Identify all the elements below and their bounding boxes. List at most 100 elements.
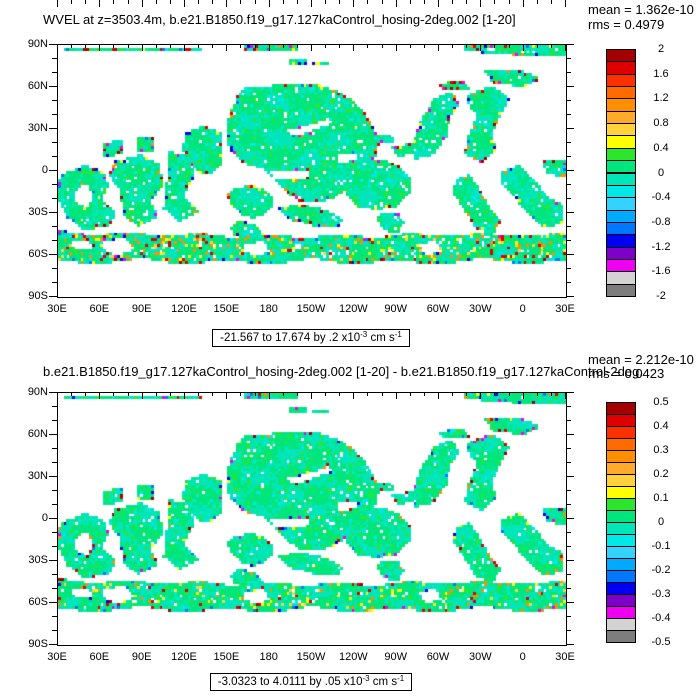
x-axis-tick bbox=[212, 0, 213, 4]
caption-superscript: -3 bbox=[360, 330, 368, 339]
x-tick-label: 150E bbox=[213, 303, 240, 315]
colorbar-tick-label: -0.8 bbox=[651, 215, 671, 228]
y-axis-tick bbox=[52, 72, 57, 73]
x-axis-tick-top bbox=[480, 45, 481, 51]
x-tick-label: 90W bbox=[384, 651, 407, 663]
colorbar-tick-label: -0.4 bbox=[651, 612, 671, 624]
colorbar-tick-label: 1.2 bbox=[653, 92, 669, 105]
x-axis-tick-top bbox=[297, 393, 298, 396]
x-axis-tick-top bbox=[339, 393, 340, 396]
y-axis-tick bbox=[52, 198, 57, 199]
x-axis-tick-top bbox=[255, 393, 256, 396]
x-axis-tick-top bbox=[509, 393, 510, 396]
x-axis-tick bbox=[466, 0, 467, 4]
x-tick-label: 30E bbox=[47, 651, 67, 663]
y-axis-tick bbox=[49, 212, 57, 213]
y-axis-tick bbox=[49, 560, 57, 561]
x-axis-tick bbox=[438, 0, 439, 7]
y-axis-tick bbox=[52, 448, 57, 449]
x-axis-tick bbox=[113, 0, 114, 4]
x-axis-tick-top bbox=[57, 45, 58, 51]
y-tick-label: 0 bbox=[41, 512, 48, 524]
panel-top-rms: rms = 0.4979 bbox=[588, 17, 665, 32]
x-tick-label: 60E bbox=[89, 651, 110, 663]
y-axis-tick-right bbox=[566, 630, 571, 631]
x-axis-tick-top bbox=[367, 45, 368, 48]
x-axis-tick-top bbox=[142, 393, 143, 399]
x-axis-tick-top bbox=[438, 45, 439, 51]
y-axis-tick bbox=[52, 588, 57, 589]
colorbar-segment bbox=[606, 234, 636, 248]
y-tick-label: 0 bbox=[41, 164, 48, 176]
y-axis-tick-right bbox=[566, 490, 571, 491]
y-axis-tick bbox=[52, 574, 57, 575]
y-axis-tick bbox=[49, 170, 57, 171]
x-axis-tick-top bbox=[353, 393, 354, 399]
y-axis-tick-right bbox=[566, 644, 574, 645]
y-axis-tick bbox=[49, 476, 57, 477]
map-frame-bottom bbox=[57, 392, 567, 646]
colorbar-tick-label: 0.4 bbox=[653, 420, 669, 432]
x-tick-label: 60W bbox=[426, 651, 450, 663]
colorbar-segment bbox=[606, 98, 636, 112]
colorbar-tick-label: 0.2 bbox=[653, 468, 669, 480]
y-axis-tick bbox=[52, 546, 57, 547]
x-axis-tick bbox=[128, 0, 129, 4]
y-axis-tick-right bbox=[566, 170, 574, 171]
x-tick-label: 120E bbox=[171, 651, 197, 663]
x-axis-tick-top bbox=[184, 45, 185, 51]
x-axis-tick-top bbox=[311, 45, 312, 51]
y-axis-tick bbox=[49, 392, 57, 393]
colorbar-segment bbox=[606, 73, 636, 88]
x-axis-tick bbox=[269, 0, 270, 7]
x-axis-tick bbox=[452, 0, 453, 4]
y-axis-tick bbox=[49, 518, 57, 519]
colorbar-segment bbox=[606, 271, 636, 285]
x-axis-tick bbox=[297, 0, 298, 4]
y-axis-tick bbox=[52, 268, 57, 269]
x-axis-tick-top bbox=[170, 393, 171, 396]
y-axis-tick-right bbox=[566, 616, 571, 617]
panel-top-mean: mean = 1.362e-10 bbox=[588, 2, 694, 17]
y-axis-tick bbox=[49, 86, 57, 87]
colorbar-segment bbox=[606, 147, 636, 162]
colorbar-tick-label: 0.4 bbox=[653, 141, 669, 154]
colorbar-tick-label: -1.6 bbox=[651, 265, 671, 278]
y-axis-tick bbox=[52, 616, 57, 617]
y-axis-tick-right bbox=[566, 420, 571, 421]
map-canvas-bottom bbox=[58, 393, 566, 645]
y-axis-tick-right bbox=[566, 156, 571, 157]
x-axis-tick bbox=[311, 0, 312, 7]
x-tick-label: 120E bbox=[171, 303, 197, 315]
y-axis-tick bbox=[52, 58, 57, 59]
colorbar-tick-label: -0.1 bbox=[651, 540, 671, 552]
x-axis-tick bbox=[509, 0, 510, 4]
x-axis-tick bbox=[565, 0, 566, 7]
x-axis-tick-top bbox=[85, 393, 86, 396]
x-axis-tick bbox=[339, 0, 340, 4]
x-tick-label: 30E bbox=[47, 303, 67, 315]
x-axis-tick-top bbox=[494, 393, 495, 396]
x-axis-tick-top bbox=[226, 45, 227, 51]
x-axis-tick bbox=[226, 0, 227, 7]
y-axis-tick bbox=[49, 434, 57, 435]
y-axis-tick-right bbox=[566, 546, 571, 547]
y-tick-label: 30N bbox=[27, 122, 48, 134]
y-axis-tick-right bbox=[566, 58, 571, 59]
y-axis-tick-right bbox=[566, 392, 574, 393]
colorbar-segment bbox=[606, 197, 636, 211]
y-axis-tick-right bbox=[566, 142, 571, 143]
x-axis-tick bbox=[57, 0, 58, 7]
x-axis-tick-top bbox=[198, 393, 199, 396]
x-axis-tick-top bbox=[198, 45, 199, 48]
x-axis-tick-top bbox=[382, 393, 383, 396]
y-axis-tick bbox=[52, 100, 57, 101]
x-axis-tick-top bbox=[85, 45, 86, 48]
y-axis-tick-right bbox=[566, 184, 571, 185]
y-axis-tick-right bbox=[566, 518, 574, 519]
x-axis-tick bbox=[142, 0, 143, 7]
x-axis-tick-top bbox=[523, 45, 524, 51]
x-tick-label: 150E bbox=[213, 651, 240, 663]
x-axis-tick-top bbox=[212, 45, 213, 48]
x-axis-tick-top bbox=[382, 45, 383, 48]
